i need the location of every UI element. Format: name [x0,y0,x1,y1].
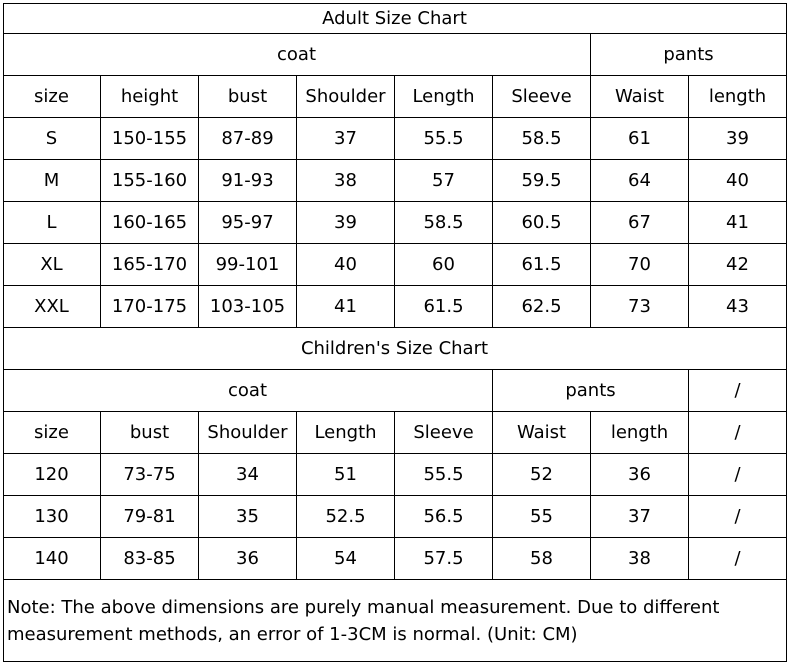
table-cell: 91-93 [199,160,297,202]
table-cell: 95-97 [199,202,297,244]
table-cell: 35 [199,496,297,538]
column-header: Waist [493,412,591,454]
column-header: Length [395,76,493,118]
table-cell: 40 [689,160,787,202]
table-cell: 60 [395,244,493,286]
section-title: Children's Size Chart [3,328,787,370]
table-cell: 67 [591,202,689,244]
group-header: pants [493,370,689,412]
table-cell: 42 [689,244,787,286]
table-cell: 43 [689,286,787,328]
table-cell: 39 [689,118,787,160]
table-cell: 83-85 [101,538,199,580]
table-cell: 120 [3,454,101,496]
table-cell: 40 [297,244,395,286]
column-header: size [3,412,101,454]
table-cell: XXL [3,286,101,328]
table-cell: 150-155 [101,118,199,160]
table-cell: / [689,454,787,496]
table-cell: 38 [591,538,689,580]
table-cell: 130 [3,496,101,538]
column-header: Sleeve [395,412,493,454]
table-cell: 58 [493,538,591,580]
table-cell: 160-165 [101,202,199,244]
column-header: Length [297,412,395,454]
table-cell: 56.5 [395,496,493,538]
table-cell: XL [3,244,101,286]
note-text: Note: The above dimensions are purely ma… [3,580,787,662]
column-header: Shoulder [199,412,297,454]
table-cell: 103-105 [199,286,297,328]
table-cell: 52.5 [297,496,395,538]
table-cell: 52 [493,454,591,496]
table-cell: 60.5 [493,202,591,244]
table-cell: 61 [591,118,689,160]
column-header: length [591,412,689,454]
table-cell: 165-170 [101,244,199,286]
table-cell: 41 [689,202,787,244]
table-cell: / [689,496,787,538]
column-header: Shoulder [297,76,395,118]
table-cell: 170-175 [101,286,199,328]
column-header: length [689,76,787,118]
table-cell: 38 [297,160,395,202]
table-cell: 61.5 [395,286,493,328]
table-cell: 73 [591,286,689,328]
table-cell: 58.5 [493,118,591,160]
table-cell: 34 [199,454,297,496]
table-cell: 55.5 [395,118,493,160]
column-header: Waist [591,76,689,118]
table-cell: 70 [591,244,689,286]
table-cell: 59.5 [493,160,591,202]
group-header: coat [3,370,493,412]
table-cell: 57.5 [395,538,493,580]
table-cell: M [3,160,101,202]
section-title: Adult Size Chart [3,3,787,34]
table-cell: 58.5 [395,202,493,244]
table-cell: 55.5 [395,454,493,496]
table-cell: 155-160 [101,160,199,202]
table-cell: 140 [3,538,101,580]
table-cell: 39 [297,202,395,244]
table-cell: 36 [591,454,689,496]
table-cell: 61.5 [493,244,591,286]
table-cell: 87-89 [199,118,297,160]
table-cell: 37 [591,496,689,538]
column-header: bust [101,412,199,454]
column-header: / [689,412,787,454]
column-header: Sleeve [493,76,591,118]
table-cell: 64 [591,160,689,202]
table-cell: L [3,202,101,244]
table-cell: 41 [297,286,395,328]
column-header: size [3,76,101,118]
table-cell: / [689,538,787,580]
table-cell: 62.5 [493,286,591,328]
column-header: height [101,76,199,118]
group-header: / [689,370,787,412]
table-cell: 51 [297,454,395,496]
table-frame [3,3,787,662]
table-cell: 57 [395,160,493,202]
table-cell: 55 [493,496,591,538]
group-header: coat [3,34,591,76]
table-cell: 79-81 [101,496,199,538]
table-cell: S [3,118,101,160]
table-cell: 36 [199,538,297,580]
group-header: pants [591,34,787,76]
table-cell: 99-101 [199,244,297,286]
table-cell: 37 [297,118,395,160]
column-header: bust [199,76,297,118]
table-cell: 54 [297,538,395,580]
table-cell: 73-75 [101,454,199,496]
